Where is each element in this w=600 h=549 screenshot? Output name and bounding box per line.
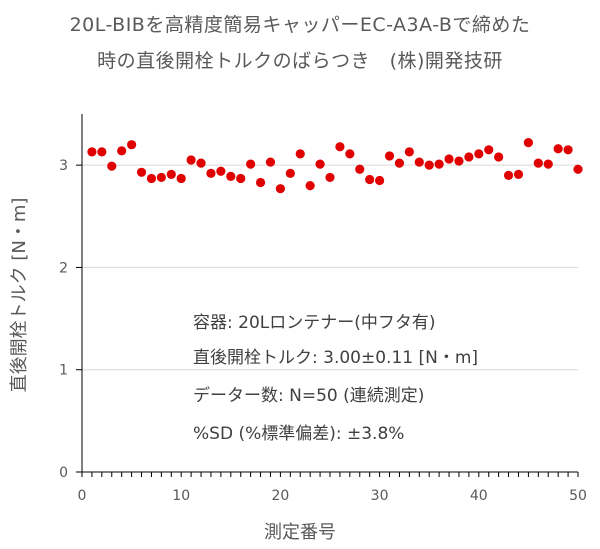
- annotation-mean-torque: 直後開栓トルク: 3.00±0.11 [N・m]: [193, 348, 478, 368]
- data-point: [196, 158, 206, 168]
- y-tick-label: 0: [59, 465, 68, 481]
- x-tick-label: 50: [569, 488, 587, 504]
- data-point: [285, 168, 295, 178]
- data-point: [573, 164, 583, 174]
- x-tick-label: 10: [172, 488, 190, 504]
- data-point: [434, 159, 444, 169]
- data-point: [365, 174, 375, 185]
- data-point: [246, 159, 256, 169]
- data-point: [97, 147, 107, 157]
- annotation-box: 容器: 20Lロンテナー(中フタ有) 直後開栓トルク: 3.00±0.11 [N…: [193, 313, 478, 444]
- data-point: [295, 149, 305, 159]
- data-point: [206, 168, 216, 178]
- data-point: [414, 157, 424, 167]
- data-point: [335, 142, 345, 152]
- x-tick-label: 0: [78, 488, 87, 504]
- data-point: [136, 167, 147, 177]
- chart-title-line1: 20L-BIBを高精度簡易キャッパーEC-A3A-Bで締めた: [69, 14, 531, 36]
- data-point: [305, 181, 315, 191]
- data-point: [543, 159, 553, 169]
- data-point: [226, 171, 236, 181]
- data-point: [156, 172, 166, 183]
- y-axis-label: 直後開栓トルク [N・m]: [9, 197, 30, 393]
- data-point: [454, 156, 464, 166]
- annotation-container: 容器: 20Lロンテナー(中フタ有): [193, 313, 436, 333]
- data-point: [474, 149, 484, 159]
- chart-title-line2: 時の直後開栓トルクのばらつき (株)開発技研: [97, 50, 503, 72]
- data-point: [523, 138, 534, 148]
- data-point: [275, 184, 285, 194]
- data-point: [563, 145, 573, 155]
- data-point: [384, 151, 395, 161]
- data-point: [325, 172, 335, 183]
- data-point: [553, 144, 563, 154]
- data-point: [265, 157, 276, 167]
- x-tick-label: 40: [470, 488, 488, 504]
- x-tick-label: 20: [271, 488, 289, 504]
- data-point: [355, 164, 365, 174]
- data-point: [394, 158, 405, 168]
- data-point: [216, 166, 226, 176]
- axes: [76, 114, 579, 477]
- x-tick-label: 30: [371, 488, 389, 504]
- data-points: [87, 138, 583, 194]
- data-point: [176, 173, 186, 184]
- data-point: [513, 169, 524, 179]
- y-tick-label: 2: [59, 260, 68, 276]
- annotation-percent-sd: %SD (%標準偏差): ±3.8%: [193, 424, 404, 444]
- data-point: [375, 175, 385, 186]
- data-point: [146, 173, 157, 184]
- y-tick-label: 3: [59, 158, 68, 174]
- data-point: [255, 177, 266, 188]
- data-point: [107, 161, 117, 171]
- data-point: [127, 140, 137, 150]
- data-point: [315, 159, 325, 169]
- data-point: [424, 160, 434, 170]
- data-point: [345, 149, 355, 159]
- data-point: [464, 152, 474, 162]
- annotation-sample-count: データー数: N=50 (連続測定): [193, 385, 424, 406]
- data-point: [503, 170, 514, 180]
- data-point: [404, 147, 414, 157]
- x-axis-label: 測定番号: [264, 522, 336, 543]
- data-point: [236, 173, 246, 184]
- data-point: [533, 158, 543, 168]
- grid-lines: [82, 164, 578, 371]
- data-point: [444, 154, 454, 164]
- data-point: [87, 147, 97, 157]
- y-tick-label: 1: [59, 363, 68, 379]
- data-point: [166, 169, 176, 179]
- data-point: [186, 155, 196, 165]
- data-point: [117, 146, 127, 156]
- data-point: [494, 152, 504, 162]
- data-point: [484, 145, 494, 155]
